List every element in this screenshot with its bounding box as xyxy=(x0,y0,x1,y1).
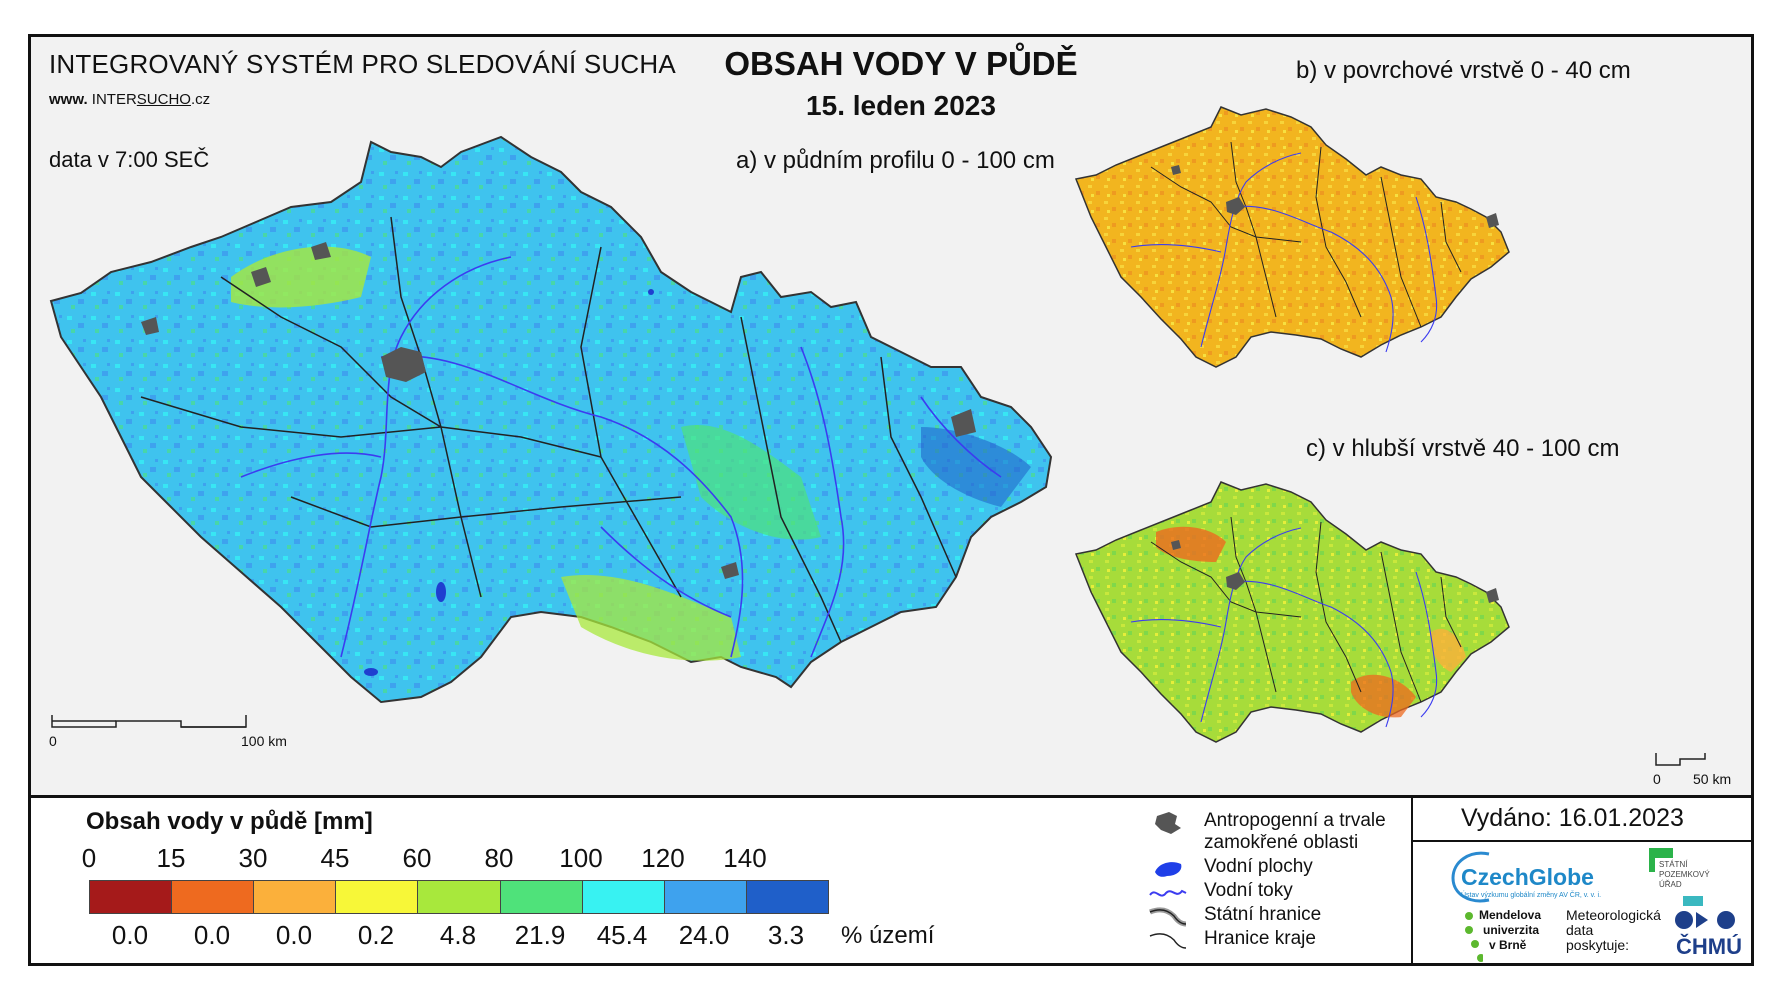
legend-tick: 120 xyxy=(641,843,685,873)
section-divider xyxy=(31,795,1751,798)
region-border-icon xyxy=(1146,928,1190,954)
legend-class-swatch xyxy=(582,881,665,913)
legend-class-percent: 3.3 xyxy=(767,920,805,950)
zone-orange-c2 xyxy=(1351,674,1416,718)
map-a xyxy=(49,135,1053,704)
scale-main-start: 0 xyxy=(49,733,57,749)
map-area: INTEGROVANÝ SYSTÉM PRO SLEDOVÁNÍ SUCHA w… xyxy=(31,37,1751,795)
zone-green-a1 xyxy=(231,246,371,308)
legend-class-percent: 0.0 xyxy=(275,920,313,950)
scale-bar-small: 0 50 km xyxy=(1653,751,1745,791)
legend-region-border: Hranice kraje xyxy=(1146,928,1316,954)
rivers-b xyxy=(1130,152,1438,353)
map-b xyxy=(1074,106,1510,368)
scale-main-end: 100 km xyxy=(241,733,287,749)
mendel-university-logo: Mendelova univerzita v Brně xyxy=(1461,908,1561,963)
page-title: OBSAH VODY V PŮDĚ xyxy=(724,45,1078,82)
legend-percentages: 0.0 0.0 0.0 0.2 4.8 21.9 45.4 24.0 3.3 xyxy=(89,920,827,950)
legend-tick: 100 xyxy=(559,843,603,873)
legend-class-swatch xyxy=(500,881,583,913)
chmu-logo: Meteorologická data poskytuje: ČHMÚ xyxy=(1566,907,1742,960)
legend-class-percent: 21.9 xyxy=(514,920,566,950)
czechglobe-logo: CzechGlobe Ústav výzkumu globální změny … xyxy=(1451,848,1621,908)
map-a-label: a) v půdním profilu 0 - 100 cm xyxy=(736,147,1055,174)
legend-tick: 45 xyxy=(320,843,350,873)
website-link[interactable]: www. INTERSUCHO.cz xyxy=(49,91,211,108)
map-c-label: c) v hlubší vrstvě 40 - 100 cm xyxy=(1306,435,1620,462)
state-border-icon xyxy=(1146,904,1190,930)
rivers-c xyxy=(1130,527,1438,728)
scale-bar-main: 0 100 km xyxy=(49,713,311,753)
scale-small-start: 0 xyxy=(1653,771,1661,787)
legend-color-bar xyxy=(89,880,829,914)
scale-small-end: 50 km xyxy=(1693,771,1732,787)
legend-state-border: Státní hranice xyxy=(1146,904,1321,930)
legend-tick: 60 xyxy=(402,843,432,873)
urban-areas-a xyxy=(141,242,976,579)
zone-orange-c1 xyxy=(1156,526,1226,562)
legend-class-percent: 0.2 xyxy=(357,920,395,950)
legend-class-percent: 24.0 xyxy=(678,920,730,950)
legend-tick: 140 xyxy=(723,843,767,873)
legend-rivers: Vodní toky xyxy=(1146,880,1293,906)
legend-class-swatch xyxy=(90,881,173,913)
water-body-icon xyxy=(1146,856,1190,882)
urban-area-icon xyxy=(1146,810,1190,836)
legend-tick: 0 xyxy=(81,843,97,873)
legend-class-percent: 0.0 xyxy=(111,920,149,950)
legend-panel: Obsah vody v půdě [mm] 0 15 30 45 60 80 … xyxy=(31,798,1751,963)
percent-unit: % území xyxy=(841,922,935,949)
data-time: data v 7:00 SEČ xyxy=(49,147,210,172)
legend-tick: 80 xyxy=(484,843,514,873)
spu-logo: STÁTNÍ POZEMKOVÝ ÚŘAD xyxy=(1649,848,1729,918)
water-bodies-a xyxy=(364,289,654,676)
map-c xyxy=(1074,481,1510,743)
cz-outline-b xyxy=(1074,106,1510,368)
map-frame: INTEGROVANÝ SYSTÉM PRO SLEDOVÁNÍ SUCHA w… xyxy=(28,34,1754,966)
zone-green-a2 xyxy=(561,575,741,661)
issued-divider xyxy=(1413,840,1751,842)
legend-class-swatch xyxy=(664,881,747,913)
issued-date: Vydáno: 16.01.2023 xyxy=(1461,804,1684,832)
map-date: 15. leden 2023 xyxy=(806,90,996,121)
legend-class-percent: 0.0 xyxy=(193,920,231,950)
urban-areas-c xyxy=(1171,540,1499,603)
system-title: INTEGROVANÝ SYSTÉM PRO SLEDOVÁNÍ SUCHA xyxy=(49,49,676,79)
legend-class-swatch xyxy=(172,881,255,913)
region-borders-a xyxy=(140,216,957,643)
legend-class-percent: 4.8 xyxy=(439,920,477,950)
legend-class-swatch xyxy=(336,881,419,913)
river-icon xyxy=(1146,880,1190,906)
legend-class-swatch xyxy=(418,881,501,913)
zone-green-a3 xyxy=(681,425,821,540)
legend-water-bodies: Vodní plochy xyxy=(1146,856,1313,882)
legend-ticks: 0 15 30 45 60 80 100 120 140 xyxy=(82,843,826,873)
urban-areas-b xyxy=(1171,165,1499,228)
legend-class-swatch xyxy=(746,881,828,913)
region-borders-c xyxy=(1150,516,1462,703)
legend-class-percent: 45.4 xyxy=(596,920,648,950)
map-b-label: b) v povrchové vrstvě 0 - 40 cm xyxy=(1296,57,1631,84)
legend-tick: 15 xyxy=(156,843,186,873)
rivers-a xyxy=(240,256,1002,658)
cz-outline-c xyxy=(1074,481,1510,743)
cz-outline-a xyxy=(49,135,1053,704)
footer-divider xyxy=(1411,798,1413,963)
legend-urban: Antropogenní a trvale zamokřené oblasti xyxy=(1146,810,1386,854)
legend-tick: 30 xyxy=(238,843,268,873)
zone-blue-a1 xyxy=(921,427,1031,507)
legend-title: Obsah vody v půdě [mm] xyxy=(86,808,373,835)
legend-class-swatch xyxy=(254,881,337,913)
region-borders-b xyxy=(1150,141,1462,328)
